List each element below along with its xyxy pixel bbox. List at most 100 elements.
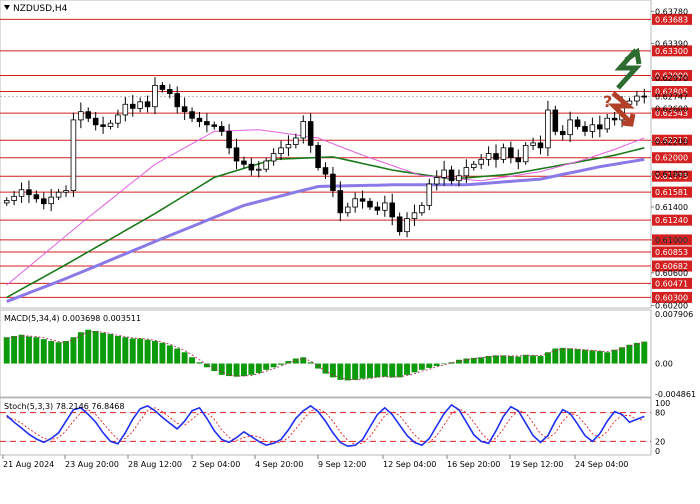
x-tick-label: 21 Aug 2024 bbox=[3, 460, 54, 469]
level-label: 0.60300 bbox=[655, 293, 688, 302]
grid-lines bbox=[2, 455, 576, 459]
candle-bear bbox=[85, 111, 92, 119]
candle-bull bbox=[107, 122, 114, 127]
macd-histogram-bar bbox=[337, 363, 344, 380]
macd-histogram-bar bbox=[619, 347, 626, 364]
level-tag bbox=[652, 260, 692, 272]
chart-title-text: NZDUSD,H4 bbox=[13, 4, 68, 14]
macd-value-1: 0.003698 bbox=[62, 314, 100, 323]
macd-histogram-bar bbox=[218, 363, 225, 375]
level-label: 0.61240 bbox=[655, 216, 688, 225]
macd-histogram-bar bbox=[463, 358, 470, 364]
macd-histogram-bar bbox=[137, 338, 144, 364]
macd-histogram-bar bbox=[77, 332, 84, 364]
macd-histogram-bar bbox=[174, 348, 181, 364]
macd-histogram-bar bbox=[329, 363, 336, 378]
candle-bull bbox=[530, 142, 536, 146]
macd-histogram-bar bbox=[92, 330, 99, 364]
candle-bear bbox=[189, 111, 195, 119]
candle-bear bbox=[641, 95, 648, 98]
candle-bull bbox=[70, 119, 77, 191]
macd-histogram-bar bbox=[25, 336, 32, 364]
forecast-down-arrow-icon bbox=[607, 91, 636, 127]
candle-bear bbox=[218, 126, 225, 132]
candle-bear bbox=[582, 126, 588, 132]
macd-histogram-bar bbox=[270, 363, 277, 368]
candle-bull bbox=[63, 190, 69, 193]
macd-histogram-bar bbox=[470, 357, 477, 364]
macd-histogram-bar bbox=[604, 352, 611, 364]
candle-bear bbox=[359, 198, 366, 202]
candle-bear bbox=[307, 121, 314, 146]
candle-bear bbox=[100, 124, 106, 127]
candle-bull bbox=[441, 169, 447, 178]
macd-title: MACD(5,34,4) bbox=[4, 314, 60, 323]
x-tick-label: 2 Sep 04:00 bbox=[192, 460, 240, 469]
candle-bear bbox=[144, 101, 151, 108]
stoch-tick-label: 20 bbox=[655, 437, 665, 446]
current-price-label: 0.62747 bbox=[655, 92, 688, 101]
price-tick-label: 0.61000 bbox=[655, 236, 688, 245]
main-price-panel bbox=[0, 0, 652, 309]
x-tick-label: 9 Sep 12:00 bbox=[318, 460, 366, 469]
level-tag bbox=[652, 152, 692, 164]
level-tag bbox=[652, 86, 692, 98]
candle-bear bbox=[552, 109, 559, 132]
stoch-tick-label: 100 bbox=[655, 399, 670, 408]
price-tick-label: 0.63390 bbox=[655, 39, 688, 48]
candle-bull bbox=[589, 124, 596, 132]
macd-histogram-bar bbox=[381, 363, 388, 377]
macd-histogram-bar bbox=[433, 363, 440, 367]
candle-bear bbox=[33, 194, 40, 200]
macd-histogram-bar bbox=[352, 363, 359, 380]
level-label: 0.63000 bbox=[655, 72, 688, 81]
y-axis-tick-labels: 0.63780 0.63390 0.62970 0.62600 0.62200 0.618… bbox=[651, 7, 696, 456]
macd-histogram-bar bbox=[448, 362, 455, 364]
candle-bull bbox=[3, 200, 10, 204]
macd-histogram-bar bbox=[633, 342, 640, 364]
macd-histogram-bar bbox=[552, 348, 559, 364]
macd-histogram-bar bbox=[307, 362, 314, 364]
macd-indicator-label: MACD(5,34,4) 0.003698 0.003511 bbox=[4, 314, 141, 323]
candle-bear bbox=[167, 89, 173, 94]
candle-bull bbox=[278, 147, 284, 154]
x-tick-label: 23 Aug 20:00 bbox=[65, 460, 119, 469]
level-tag bbox=[652, 45, 692, 57]
x-tick-label: 12 Sep 04:00 bbox=[383, 460, 436, 469]
macd-histogram-bar bbox=[211, 363, 218, 372]
macd-histogram-bar bbox=[40, 339, 47, 364]
macd-histogram-bar bbox=[196, 362, 203, 364]
macd-tick-label: -0.004861 bbox=[655, 390, 696, 399]
macd-histogram-bar bbox=[404, 363, 411, 375]
price-tick-label: 0.61800 bbox=[655, 170, 688, 179]
macd-histogram-bar bbox=[641, 341, 648, 364]
macd-value-2: 0.003511 bbox=[103, 314, 141, 323]
stoch-value-2: 76.8468 bbox=[91, 402, 124, 411]
macd-histogram-bar bbox=[70, 337, 77, 364]
candle-bull bbox=[456, 175, 462, 182]
candle-bear bbox=[248, 163, 255, 171]
macd-histogram-bar bbox=[544, 352, 551, 364]
level-tag bbox=[652, 291, 692, 303]
macd-histogram-bar bbox=[129, 338, 136, 364]
macd-histogram-bar bbox=[411, 363, 418, 373]
stochastic-series bbox=[0, 403, 651, 448]
candle-bear bbox=[508, 147, 514, 159]
candle-bear bbox=[26, 189, 32, 196]
macd-tick-label: 0.007906 bbox=[655, 310, 693, 319]
macd-histogram-bar bbox=[344, 363, 351, 381]
macd-histogram-bar bbox=[359, 363, 366, 379]
level-label: 0.60853 bbox=[655, 248, 688, 257]
macd-histogram-bar bbox=[107, 334, 114, 364]
candle-bear bbox=[448, 169, 455, 182]
candle-bear bbox=[574, 119, 581, 127]
level-tag bbox=[652, 134, 692, 146]
macd-histogram-bar bbox=[11, 335, 18, 364]
macd-histogram-bar bbox=[240, 363, 247, 377]
macd-histogram-bar bbox=[537, 356, 544, 364]
candle-bull bbox=[18, 189, 25, 197]
level-label: 0.63300 bbox=[655, 47, 688, 56]
price-candles bbox=[3, 77, 648, 238]
macd-histogram-bar bbox=[493, 355, 499, 364]
level-tag bbox=[652, 107, 692, 119]
